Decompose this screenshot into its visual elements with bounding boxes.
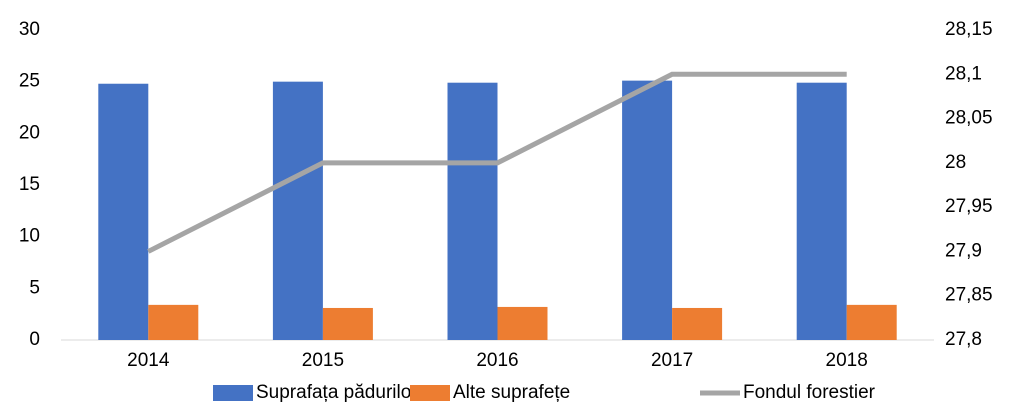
bar [322, 307, 373, 340]
y-tick-label: 20 [19, 122, 40, 143]
y2-tick-label: 27,8 [945, 329, 982, 350]
legend-label: Alte suprafețe [453, 382, 570, 403]
y2-tick-label: 28,15 [945, 19, 993, 40]
bar [622, 80, 673, 340]
y-tick-label: 25 [19, 71, 40, 92]
x-tick-label: 2018 [826, 350, 868, 371]
bar [796, 82, 847, 340]
x-tick-label: 2015 [302, 350, 344, 371]
y-tick-label: 0 [29, 329, 40, 350]
legend-label: Fondul forestier [743, 382, 876, 403]
bar [98, 83, 149, 340]
y-tick-label: 10 [19, 226, 40, 247]
y-tick-label: 30 [19, 19, 40, 40]
line [147, 71, 847, 254]
y2-tick-label: 28,05 [945, 108, 993, 129]
y2-tick-label: 27,85 [945, 285, 993, 306]
y2-tick-label: 27,9 [945, 240, 982, 261]
bar [846, 304, 897, 340]
legend-marker [410, 385, 450, 401]
y-tick-label: 15 [19, 174, 40, 195]
legend-marker [213, 385, 253, 401]
bar [497, 306, 548, 340]
bar [272, 81, 323, 341]
x-tick-label: 2014 [127, 350, 170, 371]
x-tick-label: 2017 [651, 350, 693, 371]
legend-label: Suprafața pădurilor [256, 382, 418, 403]
y2-tick-label: 28,1 [945, 63, 982, 84]
y2-tick-label: 27,95 [945, 196, 993, 217]
x-tick-label: 2016 [476, 350, 518, 371]
bar [672, 307, 723, 340]
bar [447, 82, 498, 340]
bar [148, 304, 199, 340]
y2-tick-label: 28 [945, 152, 966, 173]
y-tick-label: 5 [29, 277, 40, 298]
